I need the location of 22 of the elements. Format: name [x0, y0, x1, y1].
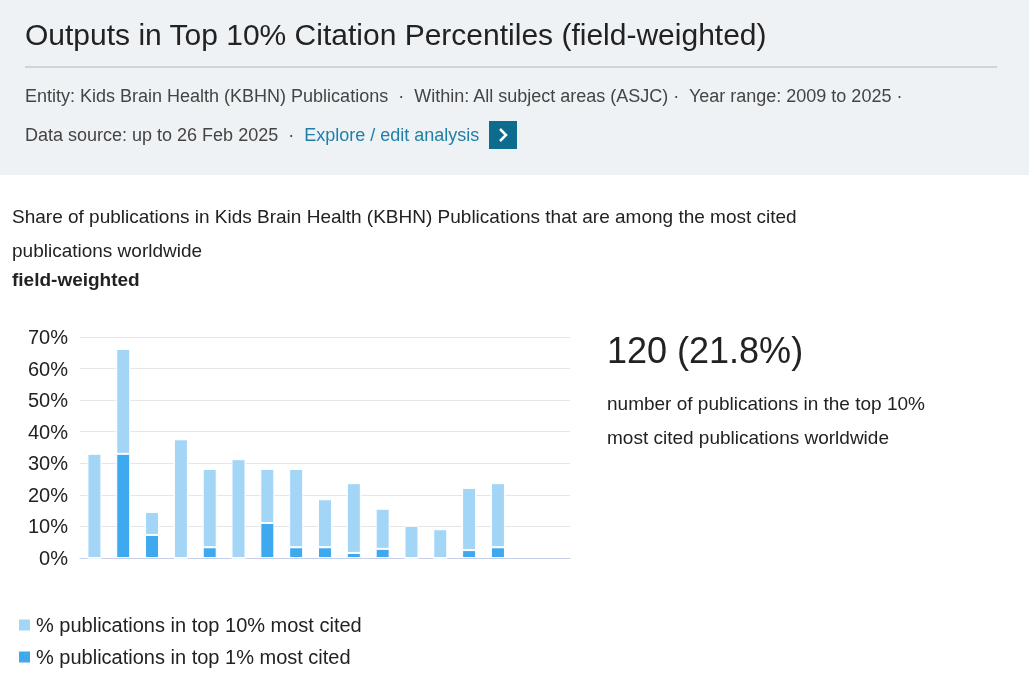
y-tick-label: 20%: [27, 483, 69, 506]
y-tick-label: 60%: [27, 357, 69, 380]
text: 120 (21.8%): [607, 330, 804, 372]
bar: [231, 459, 246, 558]
y-tick-label: 30%: [27, 452, 69, 475]
y-tick-label: 10%: [27, 515, 69, 538]
bar: [173, 439, 188, 558]
legend-label: % publications in top 10% most cited: [36, 614, 362, 636]
y-tick-label: 50%: [27, 389, 69, 412]
bar: [87, 453, 102, 558]
bar: [404, 525, 419, 558]
text: field-weighted: [12, 269, 140, 291]
y-tick-label: 0%: [39, 547, 69, 569]
chart-subtitle: Entity: Kids Brain Health (KBHN) Publications · Within: All subject areas (ASJC) · Year range: 2009 to 2025 ·: [25, 86, 903, 107]
bar: [433, 529, 448, 558]
legend-label: % publications in top 1% most cited: [36, 646, 351, 668]
text: Explore / edit analysis: [304, 124, 480, 146]
y-tick-label: 70%: [27, 326, 69, 348]
chart-title: Outputs in Top 10% Citation Percentiles (field-weighted): [25, 18, 767, 52]
text: number of publications in the top 10% most cited publications worldwide: [607, 392, 926, 450]
source-note: Data source: up to 26 Feb 2025 ·: [25, 124, 295, 146]
y-tick-label: 40%: [27, 420, 69, 443]
